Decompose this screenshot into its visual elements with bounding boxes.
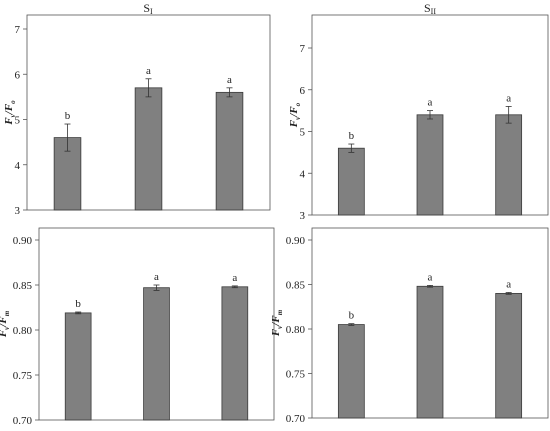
significance-letter: a [506, 279, 511, 291]
y-tick-label: 0.80 [286, 324, 306, 336]
bar [337, 324, 365, 419]
y-tick-label: 0.75 [13, 370, 33, 382]
bar [143, 287, 170, 421]
y-tick-label: 0.80 [13, 325, 33, 337]
y-axis-label: Fv/Fm [270, 309, 284, 337]
y-tick-label: 5 [15, 115, 21, 127]
significance-letter: b [349, 310, 355, 322]
y-tick-label: 0.90 [286, 235, 306, 247]
bar [495, 292, 523, 419]
y-tick-label: 0.85 [286, 280, 306, 292]
y-tick-label: 4 [300, 168, 306, 180]
chart-panel-3: 0.70 0.75 0.80 0.85 0.90 Fv/Fm b a a [270, 227, 549, 425]
significance-letter: a [154, 271, 159, 283]
bar [495, 114, 523, 216]
y-tick-label: 0.70 [13, 415, 33, 426]
significance-letter: b [75, 298, 81, 310]
bar [64, 312, 92, 421]
y-tick-label: 6 [300, 85, 306, 97]
significance-letter: a [428, 97, 433, 109]
bar [221, 286, 249, 421]
y-tick-label: 4 [15, 160, 21, 172]
significance-letter: a [227, 74, 232, 86]
significance-letter: b [65, 110, 71, 122]
bar [416, 285, 444, 419]
y-axis-label: Fv/Fo [3, 100, 17, 126]
significance-letter: a [506, 92, 511, 104]
significance-letter: b [349, 130, 355, 142]
y-axis-label: Fv/Fm [0, 310, 11, 338]
significance-letter: a [232, 272, 237, 284]
y-tick-label: 0.75 [286, 369, 306, 381]
y-tick-label: 3 [300, 210, 306, 222]
bar [134, 87, 163, 211]
y-tick-label: 0.70 [286, 413, 306, 425]
y-tick-label: 6 [15, 69, 21, 81]
chart-title-1: SII [424, 1, 436, 16]
chart-panel-0: 3 4 5 6 7 Fv/Fo b a a [3, 14, 271, 217]
bar [337, 147, 365, 216]
chart-title-0: SI [143, 1, 153, 16]
y-axis-label: Fv/Fo [288, 102, 302, 128]
bar [215, 91, 244, 211]
chart-panel-2: 0.70 0.75 0.80 0.85 0.90 Fv/Fm b a a [0, 227, 275, 427]
significance-letter: a [146, 65, 151, 77]
y-tick-label: 5 [300, 127, 306, 139]
y-tick-label: 7 [300, 43, 306, 55]
bar [416, 114, 444, 216]
chart-panel-1: 3 4 5 6 7 Fv/Fo b a a [288, 14, 549, 222]
significance-letter: a [428, 271, 433, 283]
y-tick-label: 0.90 [13, 235, 33, 247]
y-tick-label: 3 [15, 205, 21, 217]
y-tick-label: 7 [15, 24, 21, 36]
y-tick-label: 0.85 [13, 280, 33, 292]
